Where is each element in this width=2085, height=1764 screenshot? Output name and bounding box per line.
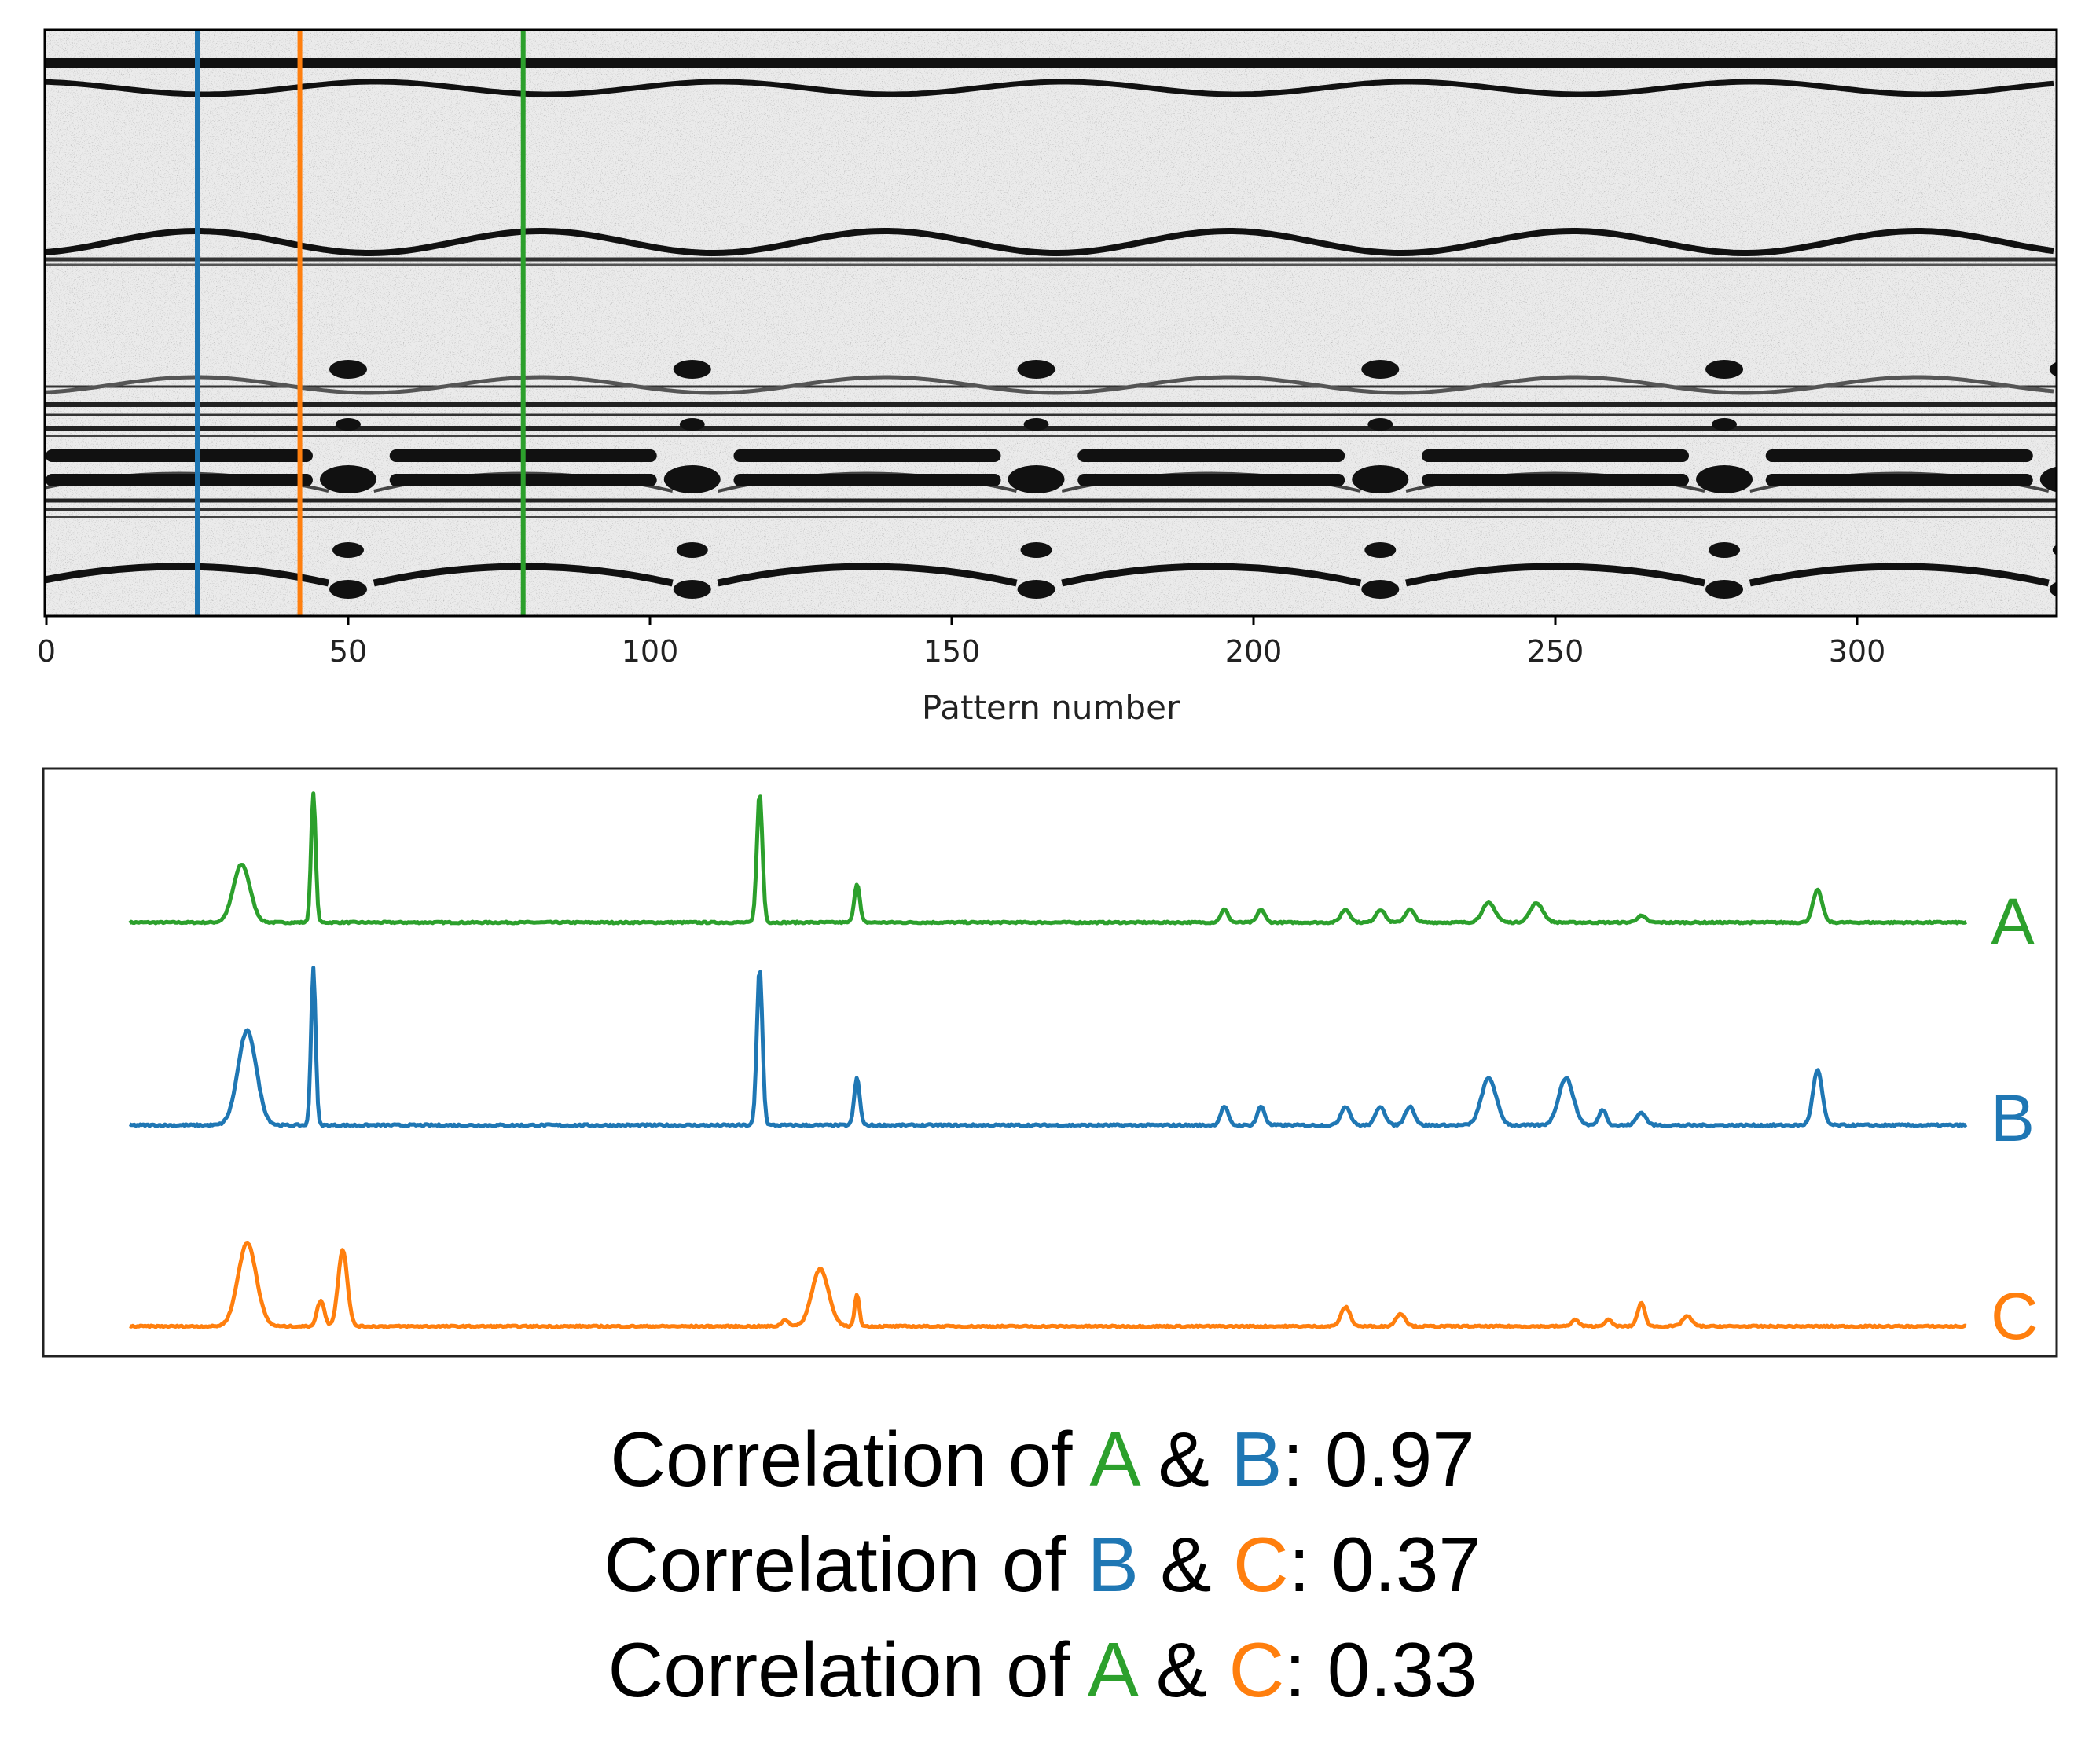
trace-label-c: C bbox=[1991, 1279, 2039, 1353]
correlation-second: B bbox=[1231, 1416, 1283, 1502]
heatmap-knot bbox=[1008, 465, 1065, 493]
heatmap-knot bbox=[332, 542, 364, 558]
correlation-prefix: Correlation of bbox=[604, 1521, 1088, 1608]
correlation-line-ab: Correlation of A & B: 0.97 bbox=[0, 1406, 2085, 1512]
heatmap-knot bbox=[1023, 418, 1049, 431]
trace-label-b: B bbox=[1991, 1081, 2035, 1155]
heatmap-knot bbox=[329, 580, 367, 599]
heatmap-knot bbox=[1709, 542, 1741, 558]
heatmap-knot bbox=[1361, 360, 1400, 379]
heatmap-knot bbox=[1361, 580, 1400, 599]
x-tick-label: 150 bbox=[923, 634, 981, 669]
heatmap-knot bbox=[1364, 542, 1397, 558]
heatmap-knot bbox=[2039, 466, 2057, 493]
heatmap-knot bbox=[663, 465, 721, 493]
x-tick-label: 200 bbox=[1225, 634, 1283, 669]
heatmap-knot bbox=[0, 542, 20, 558]
heatmap-knot bbox=[679, 418, 705, 431]
heatmap-knot bbox=[320, 465, 376, 493]
x-tick-label: 0 bbox=[37, 634, 56, 669]
correlation-first: A bbox=[1089, 1416, 1137, 1502]
heatmap-panel bbox=[0, 28, 2058, 618]
heatmap-arc bbox=[1749, 563, 2050, 587]
x-tick-label: 100 bbox=[622, 634, 679, 669]
heatmap-knot bbox=[1705, 580, 1744, 599]
heatmap-blob bbox=[1422, 474, 1689, 486]
correlation-prefix: Correlation of bbox=[608, 1626, 1088, 1713]
trace-label-a: A bbox=[1991, 885, 2035, 959]
trace-frame bbox=[42, 767, 2058, 1358]
heatmap-bands bbox=[0, 58, 2057, 599]
correlation-amp: & bbox=[1134, 1626, 1229, 1713]
heatmap-blob bbox=[1077, 449, 1345, 462]
correlation-second: C bbox=[1228, 1626, 1285, 1713]
correlation-amp: & bbox=[1136, 1416, 1232, 1502]
correlation-first: A bbox=[1087, 1626, 1135, 1713]
heatmap-knot bbox=[1352, 465, 1409, 493]
correlation-prefix: Correlation of bbox=[610, 1416, 1090, 1502]
heatmap-blob bbox=[733, 474, 1001, 486]
heatmap-knot bbox=[673, 360, 711, 379]
heatmap-knot bbox=[0, 580, 23, 599]
heatmap-knot bbox=[1705, 360, 1744, 379]
heatmap-knot bbox=[0, 360, 23, 379]
heatmap-x-axis: 0 50 100 150 200 250 300 bbox=[37, 616, 1885, 669]
x-tick-label: 300 bbox=[1829, 634, 1886, 669]
heatmap-knot bbox=[2049, 361, 2057, 377]
correlation-second: C bbox=[1232, 1521, 1289, 1608]
trace-line-c bbox=[129, 1241, 1967, 1329]
trace-panel: A B C bbox=[42, 767, 2058, 1358]
heatmap-knot bbox=[676, 542, 708, 558]
heatmap-knot bbox=[0, 465, 32, 493]
heatmap-wave-band bbox=[45, 228, 2054, 256]
heatmap-wave-band bbox=[45, 375, 2054, 395]
heatmap-arc bbox=[45, 563, 329, 587]
heatmap-arc bbox=[1405, 563, 1705, 587]
heatmap-markers bbox=[195, 30, 526, 616]
heatmap-knot bbox=[1017, 580, 1055, 599]
correlation-value: : 0.37 bbox=[1288, 1521, 1481, 1608]
heatmap-knot bbox=[329, 360, 367, 379]
heatmap-wave-band bbox=[45, 79, 2054, 97]
heatmap-knot bbox=[2055, 421, 2057, 427]
x-tick-label: 50 bbox=[329, 634, 367, 669]
trace-line-b bbox=[128, 966, 1968, 1128]
heatmap-knot bbox=[1696, 465, 1753, 493]
x-tick-label: 250 bbox=[1527, 634, 1584, 669]
heatmap-blob bbox=[1077, 474, 1345, 486]
heatmap-blob bbox=[45, 449, 313, 462]
heatmap-knot bbox=[1020, 542, 1052, 558]
correlation-value: : 0.97 bbox=[1282, 1416, 1475, 1502]
correlation-line-bc: Correlation of B & C: 0.37 bbox=[0, 1512, 2085, 1617]
heatmap-blob bbox=[45, 474, 313, 486]
heatmap-blob bbox=[1765, 474, 2033, 486]
heatmap-blob bbox=[733, 449, 1001, 462]
correlation-value: : 0.33 bbox=[1284, 1626, 1477, 1713]
heatmap-blob bbox=[1422, 449, 1689, 462]
x-axis-label: Pattern number bbox=[922, 688, 1180, 727]
correlation-amp: & bbox=[1139, 1521, 1233, 1608]
heatmap-frame bbox=[43, 28, 2058, 618]
heatmap-knot bbox=[1017, 360, 1055, 379]
heatmap-knot bbox=[673, 580, 711, 599]
heatmap-knot bbox=[1712, 418, 1738, 431]
trace-line-a bbox=[128, 791, 1967, 926]
heatmap-knot bbox=[2049, 581, 2057, 597]
heatmap-arc bbox=[717, 563, 1018, 587]
heatmap-arc bbox=[1061, 563, 1362, 587]
heatmap-knot bbox=[0, 418, 17, 431]
correlation-summary: Correlation of A & B: 0.97 Correlation o… bbox=[0, 1406, 2085, 1722]
correlation-first: B bbox=[1087, 1521, 1140, 1608]
heatmap-knot bbox=[1367, 418, 1393, 431]
heatmap-knot bbox=[336, 418, 361, 431]
correlation-line-ac: Correlation of A & C: 0.33 bbox=[0, 1617, 2085, 1722]
heatmap-blob bbox=[1765, 449, 2033, 462]
heatmap-grain bbox=[45, 30, 2057, 616]
